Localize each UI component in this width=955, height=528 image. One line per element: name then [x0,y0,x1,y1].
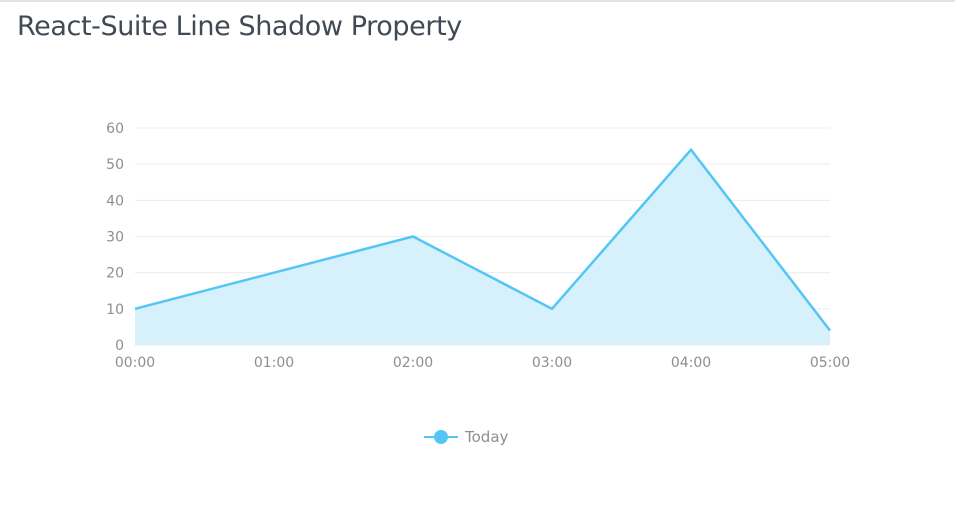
x-axis-ticks: 00:00 01:00 02:00 03:00 04:00 05:00 [115,355,850,371]
y-tick-label: 10 [106,302,124,318]
legend[interactable]: Today [424,428,509,446]
y-tick-label: 0 [115,338,124,354]
data-point[interactable] [549,306,555,312]
x-tick-label: 02:00 [393,355,433,371]
x-tick-label: 05:00 [810,355,850,371]
series-line-layer [132,147,833,334]
data-point[interactable] [271,270,277,276]
area-fill-layer [135,149,830,345]
series-line-today [134,147,831,332]
x-tick-label: 04:00 [671,355,711,371]
data-point[interactable] [132,306,138,312]
top-border [0,0,955,2]
legend-label-today[interactable]: Today [464,428,509,446]
y-axis-ticks: 0 10 20 30 40 50 60 [106,121,124,354]
data-point[interactable] [410,234,416,240]
data-point[interactable] [688,147,694,153]
y-tick-label: 40 [106,193,124,209]
x-tick-label: 00:00 [115,355,155,371]
x-tick-label: 03:00 [532,355,572,371]
y-tick-label: 30 [106,230,124,246]
page-title: React-Suite Line Shadow Property [17,11,462,42]
data-point[interactable] [827,328,833,334]
series-area-today [135,149,830,345]
y-tick-label: 60 [106,121,124,137]
x-tick-label: 01:00 [254,355,294,371]
y-tick-label: 50 [106,157,124,173]
y-tick-label: 20 [106,266,124,282]
legend-dot-icon [434,430,448,444]
